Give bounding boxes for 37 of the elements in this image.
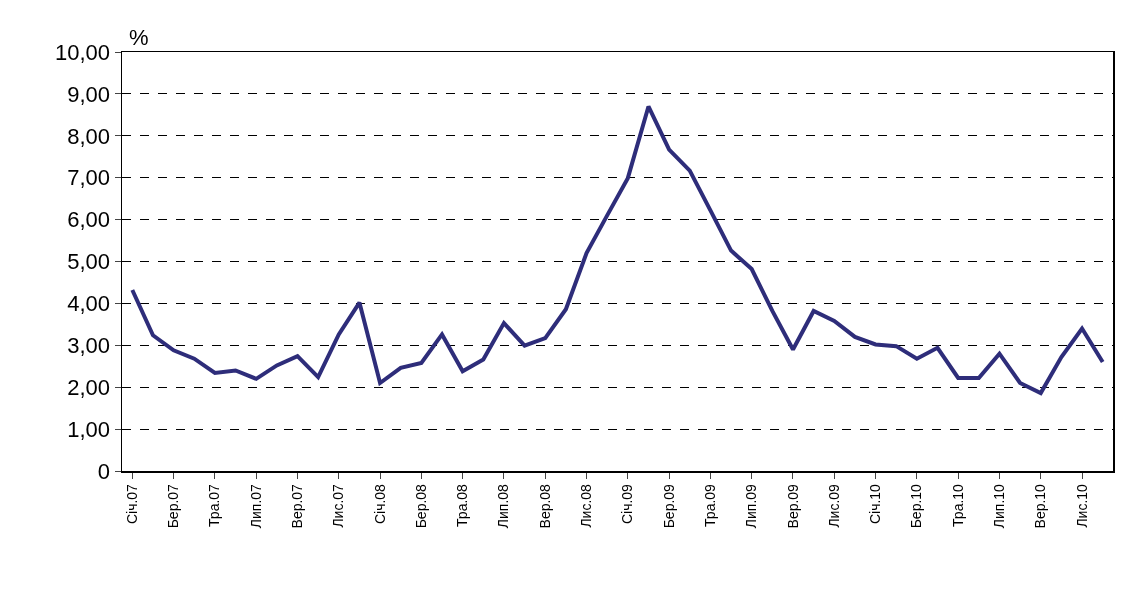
y-tick-label: 0	[97, 458, 111, 484]
line-series	[130, 104, 1105, 396]
y-tick-label: 3,00	[67, 333, 111, 358]
x-tick-label: Січ.07	[123, 483, 140, 525]
x-tick-label: Вер.08	[536, 483, 553, 529]
x-tick-label: Лис.07	[330, 483, 347, 528]
y-tick-label: 8,00	[67, 123, 111, 149]
x-tick-label: Вер.09	[784, 483, 801, 529]
x-tick-label: Бер.09	[660, 483, 677, 529]
x-tick-label: Січ.09	[619, 483, 636, 525]
x-tick-label: Тра.10	[949, 483, 966, 527]
y-tick-label: 5,00	[67, 249, 111, 275]
y-tick-label: 6,00	[67, 207, 111, 233]
x-tick-label: Лип.07	[247, 483, 264, 529]
x-tick-label: Січ.10	[867, 483, 884, 525]
x-tick-label: Лип.08	[495, 483, 512, 529]
x-tick-label: Січ.08	[371, 483, 388, 525]
y-tick-label: 9,00	[67, 81, 111, 107]
x-tick-label: Тра.07	[206, 483, 223, 527]
x-tick-label: Тра.09	[701, 483, 718, 527]
y-tick-label: 1,00	[67, 416, 111, 442]
x-tick-label: Бер.08	[412, 483, 429, 529]
x-tick-label: Вер.10	[1032, 483, 1049, 529]
x-tick-label: Лип.10	[991, 483, 1007, 529]
x-tick-label: Бер.07	[165, 483, 182, 529]
x-tick-label: Бер.10	[908, 483, 925, 529]
y-tick-label: 7,00	[67, 165, 111, 191]
x-tick-label: Вер.07	[289, 483, 306, 529]
y-axis-title: %	[129, 25, 149, 50]
y-tick-label: 4,00	[67, 291, 111, 317]
y-tick-label: 2,00	[67, 374, 111, 400]
x-tick-label: Лис.08	[578, 483, 595, 528]
x-tick-label: Лип.09	[743, 483, 760, 529]
y-tick-label: 10,00	[55, 39, 111, 65]
x-tick-label: Лис.10	[1073, 483, 1090, 528]
x-tick-label: Тра.08	[454, 483, 471, 527]
x-tick-label: Лис.09	[825, 483, 842, 528]
